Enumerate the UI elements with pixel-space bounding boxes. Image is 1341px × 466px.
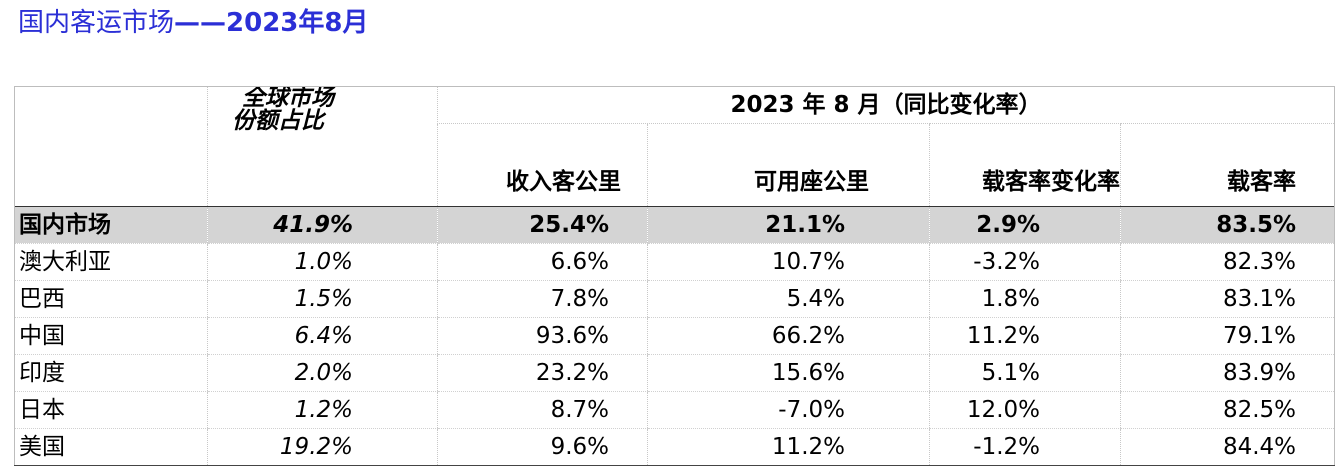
- plf-change-cell: 5.1%: [929, 354, 1121, 392]
- col-header-plf: 载客率: [1119, 123, 1336, 207]
- market-share-header-line2: 份额占比: [232, 108, 324, 134]
- header-row-2: 收入客公里 可用座公里 载客率变化率 载客率: [15, 123, 1336, 207]
- region-header-cell: [14, 86, 208, 207]
- col-header-plf-change: 载客率变化率: [929, 123, 1121, 207]
- ask-cell: 15.6%: [647, 354, 930, 392]
- table-row: 巴西 1.5% 7.8% 5.4% 1.8% 83.1%: [14, 280, 1336, 318]
- plf-cell: 83.9%: [1119, 354, 1336, 392]
- title-main: 国内客运市场: [18, 8, 175, 38]
- share-cell: 6.4%: [207, 317, 438, 355]
- col-header-ask: 可用座公里: [647, 123, 930, 207]
- region-cell: 国内市场: [14, 206, 208, 244]
- region-cell: 中国: [14, 317, 208, 355]
- table-row: 美国 19.2% 9.6% 11.2% -1.2% 84.4%: [14, 428, 1336, 466]
- period-header: 2023 年 8 月（同比变化率）: [436, 86, 1336, 124]
- plf-cell: 83.1%: [1119, 280, 1336, 318]
- title-date: ——2023年8月: [174, 8, 369, 38]
- plf-cell: 82.3%: [1119, 243, 1336, 281]
- share-cell: 1.5%: [207, 280, 438, 318]
- region-cell: 澳大利亚: [14, 243, 208, 281]
- plf-change-cell: 2.9%: [929, 206, 1121, 244]
- ask-cell: 10.7%: [647, 243, 930, 281]
- plf-cell: 84.4%: [1119, 428, 1336, 466]
- ask-cell: 66.2%: [647, 317, 930, 355]
- rpk-cell: 23.2%: [437, 354, 648, 392]
- table-row: 日本 1.2% 8.7% -7.0% 12.0% 82.5%: [14, 391, 1336, 429]
- rpk-cell: 9.6%: [437, 428, 648, 466]
- region-cell: 美国: [14, 428, 208, 466]
- share-cell: 2.0%: [207, 354, 438, 392]
- plf-change-cell: 1.8%: [929, 280, 1121, 318]
- share-cell: 1.0%: [207, 243, 438, 281]
- header-row-1: 全球市场 份额占比 2023 年 8 月（同比变化率）: [14, 86, 1336, 207]
- plf-cell: 83.5%: [1119, 206, 1336, 244]
- rpk-cell: 8.7%: [437, 391, 648, 429]
- share-cell: 1.2%: [207, 391, 438, 429]
- region-cell: 巴西: [14, 280, 208, 318]
- col-header-rpk: 收入客公里: [437, 123, 648, 207]
- market-share-header-line1: 全球市场: [242, 86, 334, 111]
- market-share-header: 全球市场 份额占比: [207, 86, 438, 207]
- table-row: 澳大利亚 1.0% 6.6% 10.7% -3.2% 82.3%: [14, 243, 1336, 281]
- rpk-cell: 6.6%: [437, 243, 648, 281]
- share-cell: 41.9%: [207, 206, 438, 244]
- plf-cell: 79.1%: [1119, 317, 1336, 355]
- ask-cell: 21.1%: [647, 206, 930, 244]
- ask-cell: 5.4%: [647, 280, 930, 318]
- plf-change-cell: -1.2%: [929, 428, 1121, 466]
- page-title: 国内客运市场——2023年8月: [18, 6, 368, 40]
- plf-cell: 82.5%: [1119, 391, 1336, 429]
- share-cell: 19.2%: [207, 428, 438, 466]
- domestic-passenger-table: 全球市场 份额占比 2023 年 8 月（同比变化率） 收入客公里 可用座公里 …: [14, 86, 1336, 466]
- rpk-cell: 93.6%: [437, 317, 648, 355]
- region-cell: 日本: [14, 391, 208, 429]
- ask-cell: 11.2%: [647, 428, 930, 466]
- rpk-cell: 7.8%: [437, 280, 648, 318]
- region-cell: 印度: [14, 354, 208, 392]
- plf-change-cell: 11.2%: [929, 317, 1121, 355]
- plf-change-cell: 12.0%: [929, 391, 1121, 429]
- table-row: 国内市场 41.9% 25.4% 21.1% 2.9% 83.5%: [14, 206, 1336, 244]
- plf-change-cell: -3.2%: [929, 243, 1121, 281]
- table-row: 印度 2.0% 23.2% 15.6% 5.1% 83.9%: [14, 354, 1336, 392]
- rpk-cell: 25.4%: [437, 206, 648, 244]
- table-row: 中国 6.4% 93.6% 66.2% 11.2% 79.1%: [14, 317, 1336, 355]
- ask-cell: -7.0%: [647, 391, 930, 429]
